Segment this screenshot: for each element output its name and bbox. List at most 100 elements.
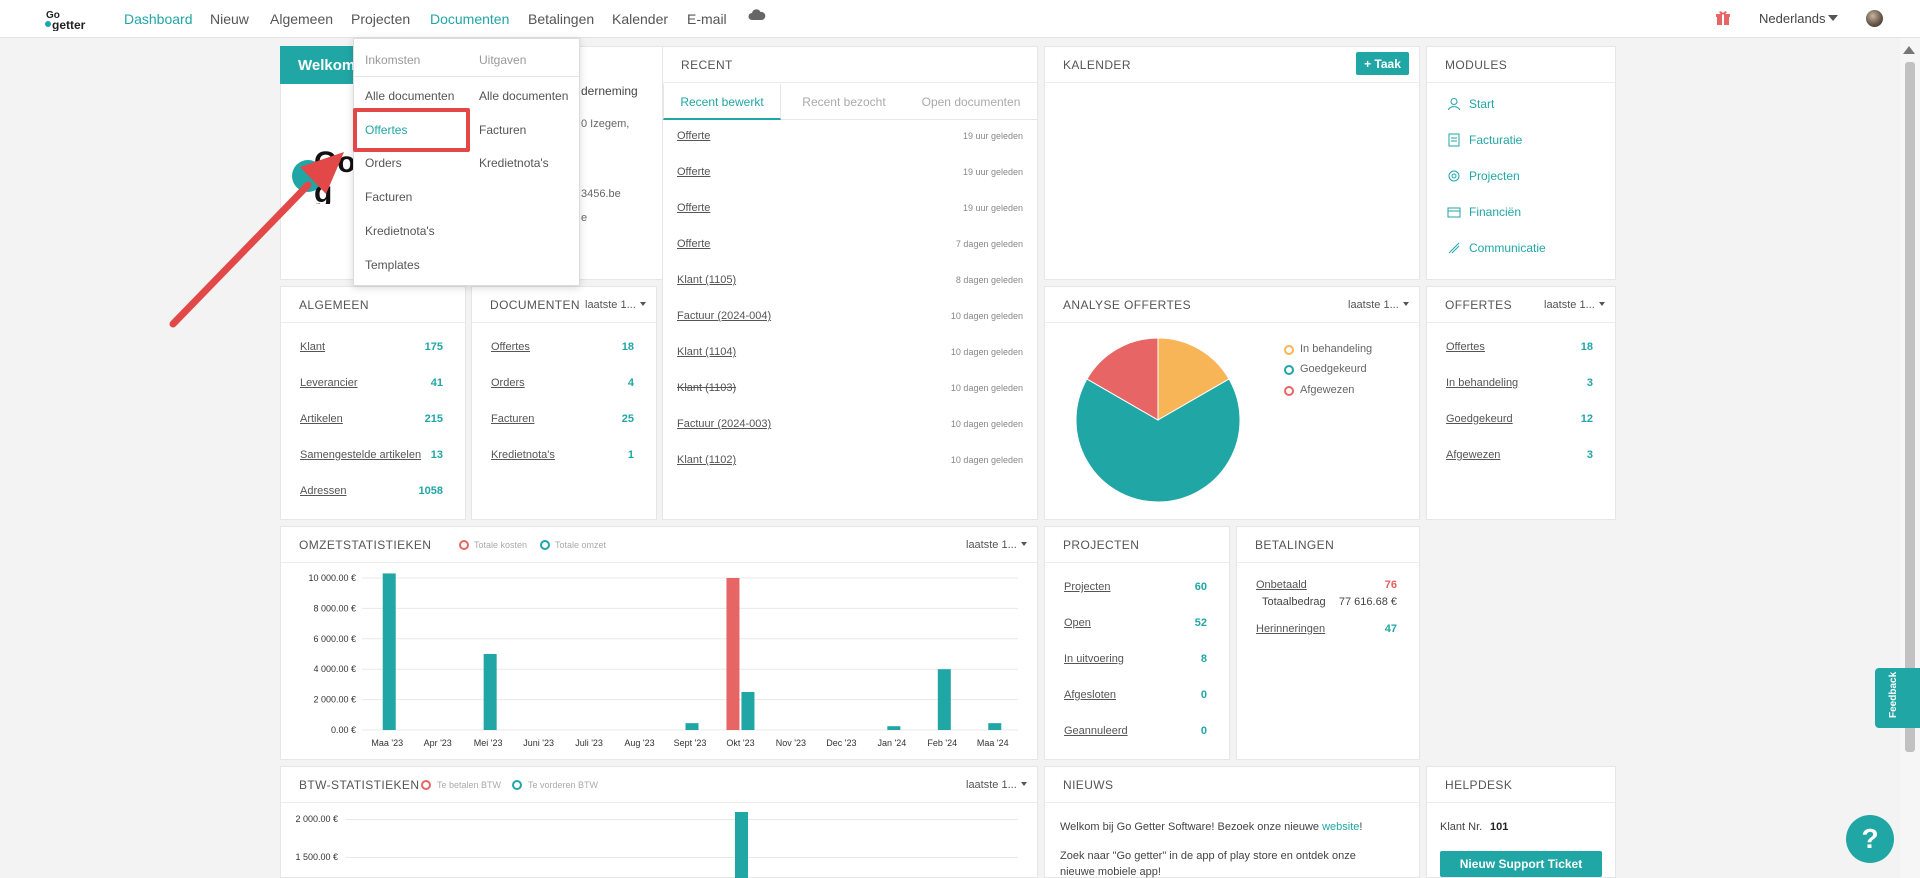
row-label[interactable]: Projecten bbox=[1064, 581, 1111, 593]
avatar[interactable] bbox=[1866, 10, 1883, 27]
algemeen-row: Samengestelde artikelen 13 bbox=[300, 449, 443, 467]
recent-item[interactable]: Klant (1102) bbox=[677, 454, 737, 466]
row-label[interactable]: Offertes bbox=[491, 341, 530, 353]
company-name: derneming bbox=[581, 84, 638, 98]
tab-recent-bezocht[interactable]: Recent bezocht bbox=[802, 95, 886, 109]
scroll-up-icon[interactable] bbox=[1903, 46, 1915, 54]
row-label[interactable]: In uitvoering bbox=[1064, 653, 1124, 665]
menu-item-orders[interactable]: Orders bbox=[365, 156, 402, 170]
website-link[interactable]: website bbox=[1322, 821, 1360, 833]
recent-item[interactable]: Klant (1104) bbox=[677, 346, 737, 358]
x-tick-label: Maa '24 bbox=[977, 738, 1009, 748]
row-value: 18 bbox=[1580, 341, 1593, 353]
module-financien[interactable]: Financiën bbox=[1469, 205, 1522, 219]
documenten-row: Kredietnota's 1 bbox=[491, 449, 634, 467]
nav-nieuw[interactable]: Nieuw bbox=[210, 11, 249, 27]
row-label[interactable]: Onbetaald bbox=[1256, 579, 1307, 591]
analyse-title: ANALYSE OFFERTES bbox=[1063, 298, 1191, 312]
nav-dashboard[interactable]: Dashboard bbox=[124, 11, 193, 27]
menu-item-offertes[interactable]: Offertes bbox=[365, 123, 408, 137]
period-select[interactable]: laatste 1... bbox=[585, 299, 646, 311]
recent-item[interactable]: Offerte bbox=[677, 202, 711, 214]
row-value: 12 bbox=[1580, 413, 1593, 425]
feedback-tab[interactable]: Feedback bbox=[1875, 668, 1920, 728]
language-selector[interactable]: Nederlands bbox=[1759, 11, 1826, 26]
menu-item-alle-documenten-inkomsten[interactable]: Alle documenten bbox=[365, 89, 455, 103]
recent-item[interactable]: Offerte bbox=[677, 166, 711, 178]
gogetter-logo[interactable]: Go getter bbox=[44, 7, 100, 31]
recent-item[interactable]: Factuur (2024-004) bbox=[677, 310, 772, 322]
legend-marker bbox=[540, 540, 550, 550]
row-label[interactable]: Orders bbox=[491, 377, 525, 389]
recent-item[interactable]: Offerte bbox=[677, 130, 711, 142]
row-label[interactable]: Afgewezen bbox=[1446, 449, 1501, 461]
recent-item[interactable]: Factuur (2024-003) bbox=[677, 418, 772, 430]
recent-item-time: 10 dagen geleden bbox=[950, 455, 1023, 465]
row-label[interactable]: Geannuleerd bbox=[1064, 725, 1128, 737]
row-label[interactable]: Facturen bbox=[491, 413, 535, 425]
recent-item[interactable]: Offerte bbox=[677, 238, 711, 250]
row-label[interactable]: Adressen bbox=[300, 485, 347, 497]
nav-betalingen[interactable]: Betalingen bbox=[528, 11, 595, 27]
recent-header: RECENT bbox=[663, 47, 1037, 83]
period-select[interactable]: laatste 1... bbox=[1348, 299, 1409, 311]
recent-item-time: 10 dagen geleden bbox=[950, 383, 1023, 393]
scrollbar-thumb[interactable] bbox=[1905, 62, 1915, 752]
documenten-panel: DOCUMENTEN laatste 1... Offertes 18 Order… bbox=[471, 286, 657, 520]
menu-item-facturen-inkomsten[interactable]: Facturen bbox=[365, 190, 413, 204]
recent-item[interactable]: Klant (1105) bbox=[677, 274, 737, 286]
nav-email[interactable]: E-mail bbox=[687, 11, 727, 27]
menu-item-facturen-uitgaven[interactable]: Facturen bbox=[479, 123, 527, 137]
documenten-row: Orders 4 bbox=[491, 377, 634, 395]
row-label[interactable]: Herinneringen bbox=[1256, 623, 1326, 635]
period-select[interactable]: laatste 1... bbox=[1544, 299, 1605, 311]
nav-algemeen[interactable]: Algemeen bbox=[270, 11, 334, 27]
row-value: 215 bbox=[424, 413, 443, 425]
row-label[interactable]: Samengestelde artikelen bbox=[300, 449, 422, 461]
row-label[interactable]: Afgesloten bbox=[1064, 689, 1116, 701]
menu-item-templates[interactable]: Templates bbox=[365, 258, 420, 272]
projecten-title: PROJECTEN bbox=[1063, 538, 1140, 552]
help-button[interactable]: ? bbox=[1846, 815, 1894, 863]
nav-projecten[interactable]: Projecten bbox=[351, 11, 411, 27]
module-communicatie[interactable]: Communicatie bbox=[1469, 241, 1546, 255]
period-select[interactable]: laatste 1... bbox=[966, 539, 1027, 551]
nav-documenten[interactable]: Documenten bbox=[430, 11, 510, 27]
add-task-button[interactable]: + Taak bbox=[1356, 52, 1409, 75]
period-select[interactable]: laatste 1... bbox=[966, 779, 1027, 791]
row-label[interactable]: Goedgekeurd bbox=[1446, 413, 1513, 425]
gift-icon[interactable] bbox=[1715, 10, 1731, 26]
module-facturatie[interactable]: Facturatie bbox=[1469, 133, 1523, 147]
new-support-ticket-button[interactable]: Nieuw Support Ticket bbox=[1440, 851, 1602, 877]
menu-item-kredietnotas-inkomsten[interactable]: Kredietnota's bbox=[365, 224, 435, 238]
row-label[interactable]: Leverancier bbox=[300, 377, 358, 389]
algemeen-panel: ALGEMEEN Klant 175 Leverancier 41 Artikele… bbox=[280, 286, 466, 520]
row-label[interactable]: Klant bbox=[300, 341, 326, 353]
row-label[interactable]: Artikelen bbox=[300, 413, 343, 425]
recent-item[interactable]: Klant (1103) bbox=[677, 382, 737, 394]
bar-omzet bbox=[382, 573, 396, 730]
helpdesk-title: HELPDESK bbox=[1445, 778, 1513, 792]
row-label[interactable]: Offertes bbox=[1446, 341, 1485, 353]
dropdown-header-inkomsten: Inkomsten bbox=[365, 53, 421, 67]
documenten-row: Offertes 18 bbox=[491, 341, 634, 359]
menu-item-kredietnotas-uitgaven[interactable]: Kredietnota's bbox=[479, 156, 549, 170]
recent-item-time: 10 dagen geleden bbox=[950, 419, 1023, 429]
top-navbar: Go getter Dashboard Nieuw Algemeen Proje… bbox=[0, 0, 1920, 38]
cloud-icon[interactable] bbox=[748, 9, 766, 21]
row-label[interactable]: Open bbox=[1064, 617, 1091, 629]
menu-item-alle-documenten-uitgaven[interactable]: Alle documenten bbox=[479, 89, 569, 103]
row-label[interactable]: Kredietnota's bbox=[491, 449, 555, 461]
x-tick-label: Okt '23 bbox=[726, 738, 754, 748]
module-projecten[interactable]: Projecten bbox=[1469, 169, 1520, 183]
tab-open-documenten[interactable]: Open documenten bbox=[921, 95, 1021, 109]
nav-kalender[interactable]: Kalender bbox=[612, 11, 669, 27]
x-tick-label: Maa '23 bbox=[371, 738, 403, 748]
chevron-down-icon[interactable] bbox=[1828, 15, 1838, 21]
tab-recent-bewerkt[interactable]: Recent bewerkt bbox=[663, 84, 781, 120]
row-value: 0 bbox=[1200, 689, 1207, 701]
module-start[interactable]: Start bbox=[1469, 97, 1495, 111]
row-label[interactable]: In behandeling bbox=[1446, 377, 1519, 389]
row-value: 1058 bbox=[418, 485, 443, 497]
recent-item-time: 8 dagen geleden bbox=[955, 275, 1023, 285]
